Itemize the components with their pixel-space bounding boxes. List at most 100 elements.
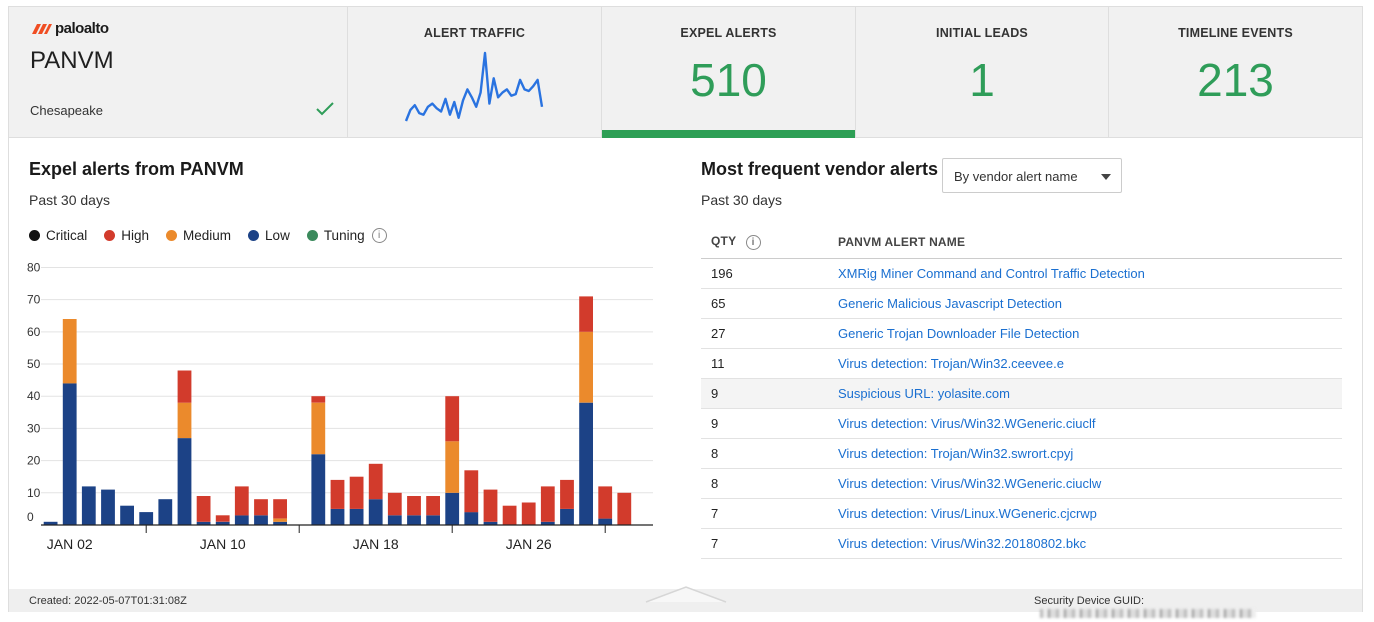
bar-segment-low[interactable]: [579, 402, 593, 525]
bar-segment-high[interactable]: [464, 470, 479, 513]
bar-segment-high[interactable]: [407, 496, 421, 516]
collapse-chevron-icon[interactable]: [645, 584, 727, 604]
bar-segment-low[interactable]: [368, 499, 383, 525]
bar-segment-high[interactable]: [368, 463, 383, 500]
guid-label: Security Device GUID:: [1034, 595, 1145, 607]
legend-critical[interactable]: Critical: [29, 228, 87, 243]
col-name-header[interactable]: PANVM ALERT NAME: [838, 235, 966, 249]
row-alert-link[interactable]: Virus detection: Trojan/Win32.swrort.cpy…: [838, 446, 1074, 461]
bar-segment-medium[interactable]: [445, 441, 460, 493]
bar-segment-high[interactable]: [426, 496, 440, 516]
bar-segment-medium[interactable]: [311, 402, 326, 455]
info-icon[interactable]: i: [745, 234, 761, 250]
bar-segment-low[interactable]: [139, 512, 154, 525]
bar-segment-high[interactable]: [234, 486, 249, 516]
y-tick-label: 30: [27, 421, 41, 435]
table-header: QTY i PANVM ALERT NAME: [701, 226, 1342, 259]
x-tick-label: JAN 18: [353, 536, 399, 552]
bar-segment-low[interactable]: [43, 521, 58, 525]
row-alert-link[interactable]: Generic Malicious Javascript Detection: [838, 296, 1062, 311]
bar-segment-low[interactable]: [598, 518, 613, 525]
stat-alert-traffic[interactable]: ALERT TRAFFIC: [348, 7, 602, 138]
row-alert-link[interactable]: Virus detection: Trojan/Win32.ceevee.e: [838, 356, 1064, 371]
bar-segment-medium[interactable]: [177, 402, 192, 439]
created-label: Created:: [29, 595, 72, 607]
bar-segment-high[interactable]: [273, 499, 287, 519]
y-tick-label: 0: [27, 510, 34, 524]
device-panel: paloalto PANVM Chesapeake: [9, 7, 348, 138]
bar-segment-high[interactable]: [254, 499, 268, 516]
bar-segment-low[interactable]: [273, 521, 287, 525]
bar-segment-high[interactable]: [598, 486, 613, 519]
x-tick-label: JAN 26: [506, 536, 552, 552]
legend-dot: [104, 230, 116, 241]
legend-high[interactable]: High: [104, 228, 149, 243]
bar-segment-low[interactable]: [311, 454, 326, 525]
row-alert-link[interactable]: Generic Trojan Downloader File Detection: [838, 326, 1080, 341]
bar-segment-low[interactable]: [387, 515, 402, 525]
bar-segment-high[interactable]: [330, 479, 345, 509]
bar-segment-high[interactable]: [387, 492, 402, 516]
bar-segment-high[interactable]: [349, 476, 364, 509]
bar-segment-high[interactable]: [196, 496, 211, 522]
check-icon: [316, 102, 334, 116]
bar-segment-high[interactable]: [521, 502, 536, 526]
bar-segment-low[interactable]: [407, 515, 421, 525]
table-row: 8 Virus detection: Virus/Win32.WGeneric.c…: [701, 469, 1342, 499]
bar-segment-low[interactable]: [426, 515, 440, 525]
row-alert-link[interactable]: Virus detection: Virus/Linux.WGeneric.cj…: [838, 506, 1097, 521]
bar-segment-low[interactable]: [177, 438, 192, 525]
legend-tuning[interactable]: Tuning: [306, 228, 365, 243]
bar-segment-medium[interactable]: [273, 518, 287, 522]
x-tick-label: JAN 10: [200, 536, 246, 552]
bar-segment-low[interactable]: [560, 508, 574, 525]
info-icon[interactable]: i: [371, 228, 387, 243]
stat-value: 1: [969, 54, 995, 106]
row-qty: 196: [711, 266, 733, 281]
bar-segment-low[interactable]: [540, 521, 555, 525]
bar-segment-low[interactable]: [254, 515, 268, 525]
bar-segment-high[interactable]: [215, 515, 230, 522]
row-alert-link[interactable]: Virus detection: Virus/Win32.WGeneric.ci…: [838, 416, 1096, 431]
bar-segment-high[interactable]: [502, 505, 517, 525]
legend-medium[interactable]: Medium: [166, 228, 231, 243]
bar-segment-low[interactable]: [215, 521, 230, 525]
row-alert-link[interactable]: Virus detection: Virus/Win32.20180802.bk…: [838, 536, 1087, 551]
bar-segment-low[interactable]: [234, 515, 249, 525]
stat-initial-leads[interactable]: INITIAL LEADS 1: [856, 7, 1109, 138]
paloalto-logo-icon: [32, 23, 52, 34]
bar-segment-low[interactable]: [81, 486, 96, 525]
stat-timeline-events[interactable]: TIMELINE EVENTS 213: [1109, 7, 1362, 138]
bar-segment-medium[interactable]: [62, 319, 77, 384]
bar-segment-low[interactable]: [120, 505, 134, 525]
bar-segment-low[interactable]: [349, 508, 364, 525]
bar-segment-low[interactable]: [483, 521, 498, 525]
bar-segment-low[interactable]: [101, 489, 115, 525]
stat-expel-alerts[interactable]: EXPEL ALERTS 510: [602, 7, 856, 138]
bar-segment-low[interactable]: [196, 521, 211, 525]
row-alert-link[interactable]: XMRig Miner Command and Control Traffic …: [838, 266, 1145, 281]
bar-segment-high[interactable]: [483, 489, 498, 522]
bar-segment-low[interactable]: [445, 492, 460, 525]
created-value: 2022-05-07T01:31:08Z: [74, 595, 187, 607]
row-alert-link[interactable]: Suspicious URL: yolasite.com: [838, 386, 1010, 401]
row-alert-link[interactable]: Virus detection: Virus/Win32.WGeneric.ci…: [838, 476, 1102, 491]
legend-low[interactable]: Low: [248, 228, 290, 243]
bar-segment-high[interactable]: [177, 370, 192, 403]
bar-segment-high[interactable]: [560, 479, 574, 509]
alerts-chart-title: Expel alerts from PANVM: [29, 159, 244, 179]
bar-segment-high[interactable]: [540, 486, 555, 522]
table-row: 9 Suspicious URL: yolasite.com: [701, 379, 1342, 409]
bar-segment-high[interactable]: [617, 492, 632, 525]
bar-segment-high[interactable]: [445, 396, 460, 442]
bar-segment-low[interactable]: [62, 383, 77, 525]
group-by-select[interactable]: By vendor alert name: [942, 158, 1122, 193]
bar-segment-low[interactable]: [464, 512, 479, 525]
bar-segment-high[interactable]: [579, 296, 593, 332]
bar-segment-low[interactable]: [330, 508, 345, 525]
row-qty: 7: [711, 536, 719, 551]
bar-segment-medium[interactable]: [579, 331, 593, 403]
bar-segment-high[interactable]: [311, 396, 326, 403]
col-qty-header[interactable]: QTY i: [701, 234, 838, 250]
bar-segment-low[interactable]: [158, 499, 173, 525]
